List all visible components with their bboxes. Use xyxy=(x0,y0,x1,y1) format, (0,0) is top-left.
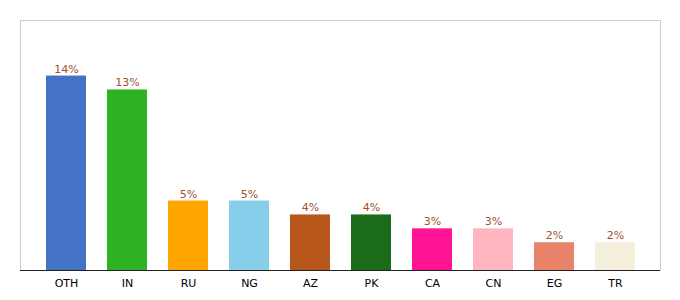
svg-text:NG: NG xyxy=(241,277,258,290)
svg-text:EG: EG xyxy=(547,277,562,290)
svg-text:4%: 4% xyxy=(302,201,319,214)
svg-text:CA: CA xyxy=(425,277,441,290)
svg-text:IN: IN xyxy=(122,277,133,290)
svg-text:TR: TR xyxy=(607,277,623,290)
svg-text:OTH: OTH xyxy=(55,277,79,290)
svg-text:PK: PK xyxy=(365,277,380,290)
svg-text:RU: RU xyxy=(181,277,197,290)
svg-text:3%: 3% xyxy=(485,215,502,228)
svg-text:4%: 4% xyxy=(363,201,380,214)
svg-text:CN: CN xyxy=(486,277,502,290)
svg-text:2%: 2% xyxy=(607,229,624,242)
svg-text:2%: 2% xyxy=(546,229,563,242)
svg-text:5%: 5% xyxy=(241,188,258,201)
svg-text:3%: 3% xyxy=(424,215,441,228)
svg-text:5%: 5% xyxy=(180,188,197,201)
svg-text:13%: 13% xyxy=(115,76,139,89)
svg-text:14%: 14% xyxy=(54,63,78,76)
svg-text:AZ: AZ xyxy=(303,277,319,290)
